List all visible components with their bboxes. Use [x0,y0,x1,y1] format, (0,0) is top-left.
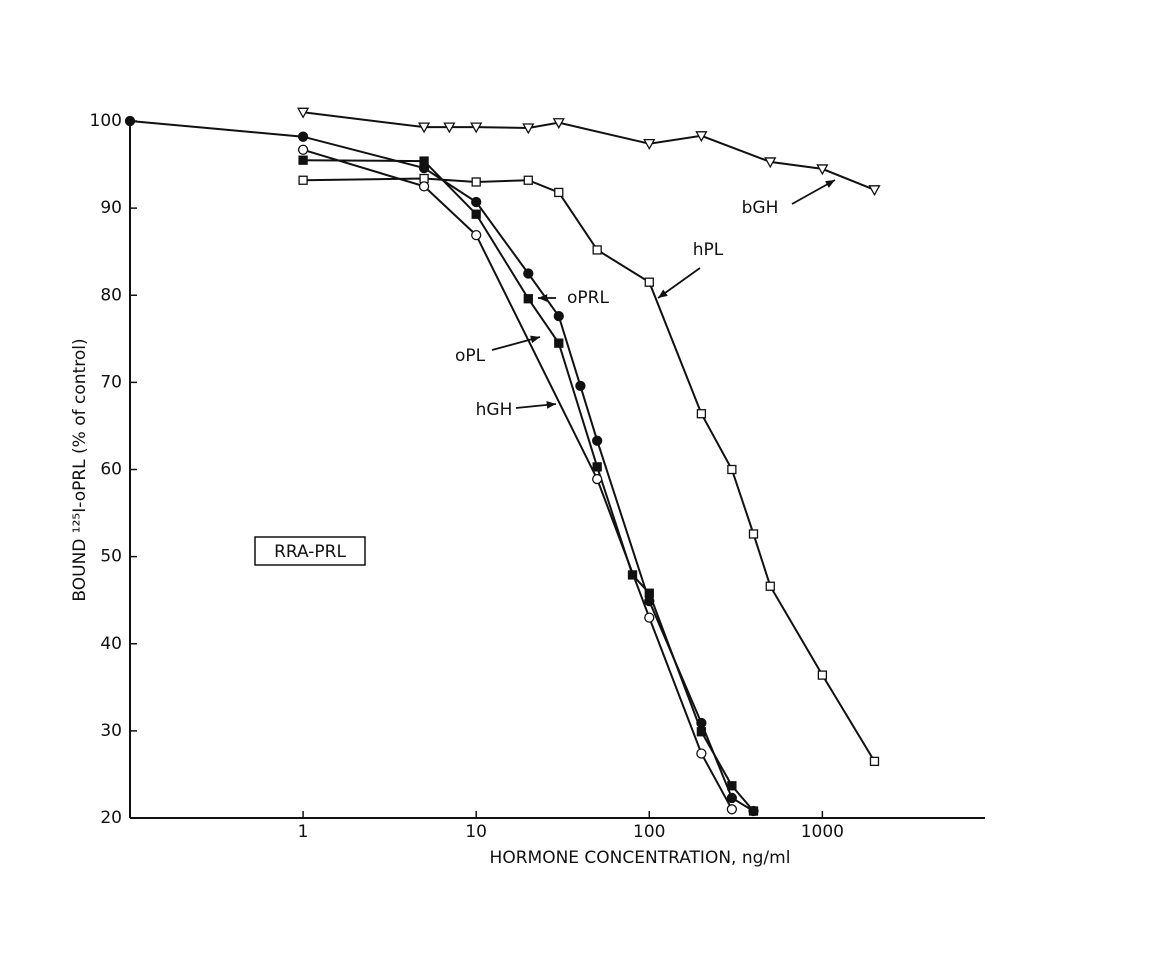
y-axis-label: BOUND ¹²⁵I-oPRL (% of control) [70,338,90,601]
data-point [443,122,456,134]
data-point [644,588,654,598]
data-point [471,229,482,241]
arrow-head [538,294,548,302]
data-point [554,338,564,348]
data-point [297,144,309,155]
data-point [727,781,737,791]
x-axis-label: HORMONE CONCENTRATION, ng/ml [490,848,791,868]
annotation: RRA-PRL [274,542,346,562]
data-point [644,612,655,623]
data-point [552,118,565,130]
y-tick-label: 50 [100,547,122,567]
data-point [522,123,535,135]
data-point [471,209,481,219]
data-point [868,185,881,197]
x-tick-label: 10 [465,822,487,842]
data-point [554,187,564,198]
data-point [470,122,483,134]
data-point [696,727,707,737]
series-label: bGH [742,198,779,218]
series-label: hGH [476,400,513,420]
data-point [419,156,429,166]
data-point [764,157,777,169]
y-tick-label: 30 [100,721,122,741]
data-point [643,139,656,150]
x-tick-label: 100 [633,822,665,842]
data-point [644,277,654,287]
arrow-head [825,180,835,188]
arrow-head [530,335,540,344]
data-point [696,748,707,759]
data-point [553,311,564,322]
data-point [471,196,482,208]
data-point [592,435,603,446]
data-point [869,756,880,767]
data-point [296,107,310,119]
x-tick-label: 1000 [801,822,844,842]
data-point [817,670,828,680]
series-line [302,148,733,810]
data-point [298,155,308,165]
annotation-box [254,536,366,566]
data-point [418,181,430,192]
series-line [129,120,755,812]
y-tick-label: 80 [100,285,122,305]
data-point [726,792,738,804]
data-point [592,462,602,472]
data-point [696,409,707,419]
data-point [592,245,602,255]
series-label: oPRL [567,288,609,308]
y-tick-label: 90 [100,198,122,218]
y-tick-label: 20 [100,808,122,828]
arrow-head [546,401,556,409]
data-point [765,581,775,591]
data-point [298,175,308,185]
x-tick-label: 1 [298,822,309,842]
data-point [592,473,603,485]
data-point [417,122,431,134]
series-label: oPL [455,346,486,366]
y-tick-label: 60 [100,460,122,480]
data-point [471,177,481,187]
data-point [816,164,829,176]
series-line [303,177,876,762]
data-point [523,268,534,279]
data-point [523,294,533,304]
data-point [727,464,737,475]
data-point [297,131,309,142]
data-point [726,804,738,815]
data-point [748,806,759,816]
data-point [748,529,759,539]
data-point [523,175,533,185]
y-tick-label: 40 [100,634,122,654]
data-point [695,131,708,143]
series-label: hPL [693,240,724,260]
y-tick-label: 100 [90,111,122,131]
arrow-head [658,289,668,298]
data-point [575,380,586,392]
y-tick-label: 70 [100,372,122,392]
data-point [124,115,136,127]
